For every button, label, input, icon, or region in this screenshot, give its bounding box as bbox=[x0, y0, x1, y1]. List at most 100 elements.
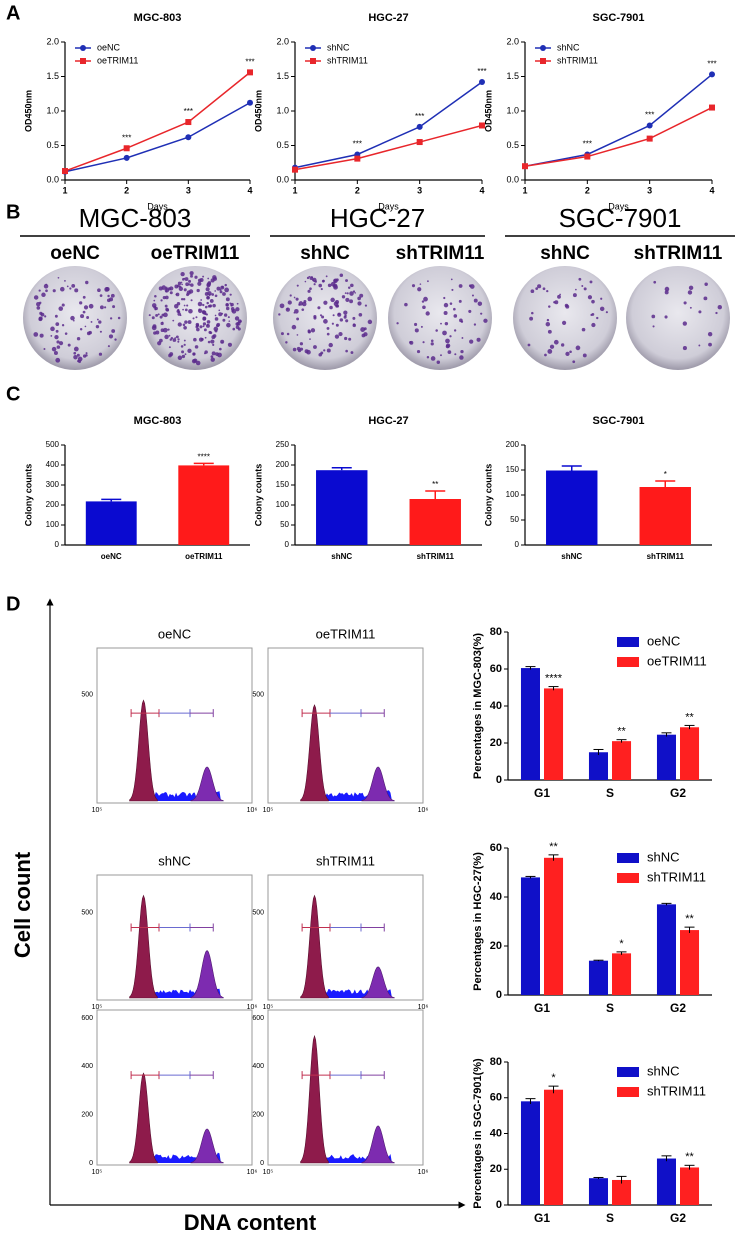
bar bbox=[612, 741, 632, 780]
colony bbox=[109, 297, 114, 302]
x-tick-label: G2 bbox=[670, 1211, 686, 1225]
colony bbox=[73, 346, 79, 352]
colony bbox=[345, 297, 350, 302]
colony bbox=[334, 334, 340, 339]
histogram-frame bbox=[96, 647, 253, 804]
y-tick-label: 0.0 bbox=[276, 174, 289, 184]
bar bbox=[656, 904, 676, 995]
colony bbox=[450, 278, 453, 281]
colony bbox=[214, 317, 219, 321]
y-tick-label: 1.5 bbox=[46, 71, 59, 81]
colony bbox=[207, 291, 212, 296]
annotation: ** bbox=[617, 726, 626, 738]
colony bbox=[451, 288, 454, 291]
colony bbox=[307, 329, 311, 333]
colony bbox=[223, 313, 228, 317]
bar bbox=[546, 470, 598, 545]
histogram-y-tick-label: 600 bbox=[252, 1015, 264, 1022]
histogram-g2 bbox=[190, 766, 224, 802]
legend-swatch bbox=[617, 853, 639, 863]
colony bbox=[41, 292, 46, 298]
colony bbox=[313, 283, 316, 286]
legend-swatch bbox=[617, 657, 639, 667]
colony bbox=[207, 277, 210, 280]
colony bbox=[184, 353, 187, 356]
colony bbox=[85, 354, 88, 357]
annotation: *** bbox=[122, 133, 131, 142]
x-tick-label: oeNC bbox=[101, 552, 122, 561]
colony bbox=[191, 358, 197, 364]
colony bbox=[209, 299, 214, 303]
colony bbox=[278, 313, 281, 316]
colony bbox=[453, 314, 458, 318]
colony bbox=[359, 293, 364, 298]
colony bbox=[200, 337, 204, 341]
colony bbox=[477, 301, 483, 306]
annotation: *** bbox=[415, 112, 424, 121]
colony bbox=[425, 311, 430, 316]
colony bbox=[581, 327, 586, 332]
colony bbox=[202, 325, 205, 328]
colony bbox=[589, 280, 593, 284]
colony bbox=[548, 305, 551, 308]
bar bbox=[544, 688, 564, 780]
histogram-title: oeTRIM11 bbox=[316, 626, 376, 641]
colony bbox=[88, 303, 94, 309]
colony bbox=[323, 319, 328, 324]
x-tick-label: 3 bbox=[186, 185, 191, 195]
colony bbox=[345, 279, 348, 283]
colony bbox=[176, 309, 180, 313]
colony bbox=[421, 300, 425, 303]
bar bbox=[588, 1178, 608, 1205]
colony bbox=[296, 317, 300, 321]
colony bbox=[148, 314, 151, 317]
colony bbox=[430, 342, 434, 346]
colony bbox=[575, 288, 577, 291]
y-tick-label: 2.0 bbox=[276, 36, 289, 46]
bar bbox=[85, 501, 137, 545]
colony bbox=[168, 334, 171, 337]
colony bbox=[44, 315, 47, 318]
colony bbox=[85, 352, 88, 355]
bar bbox=[680, 1167, 700, 1205]
colony bbox=[199, 325, 203, 329]
y-tick-label: 40 bbox=[490, 700, 502, 712]
colony bbox=[38, 289, 41, 292]
colony bbox=[210, 339, 215, 344]
series-line bbox=[524, 73, 713, 167]
colony bbox=[352, 316, 356, 320]
chart-title: HGC-27 bbox=[368, 12, 408, 24]
colony bbox=[196, 327, 200, 332]
colony bbox=[73, 351, 77, 355]
colony bbox=[197, 301, 203, 307]
colony bbox=[155, 313, 159, 317]
colony bbox=[76, 353, 80, 357]
colony bbox=[343, 315, 347, 319]
colony bbox=[202, 316, 207, 321]
point bbox=[185, 134, 192, 141]
colony bbox=[195, 316, 198, 319]
y-tick-label: 2.0 bbox=[46, 36, 59, 46]
colony bbox=[664, 286, 670, 292]
colony bbox=[427, 280, 429, 283]
colony bbox=[228, 320, 231, 322]
colony bbox=[554, 300, 559, 305]
colony bbox=[227, 342, 233, 347]
colony bbox=[483, 318, 488, 323]
histogram-x-tick-label: 10⁵ bbox=[92, 807, 103, 814]
colony bbox=[99, 330, 102, 333]
colony bbox=[599, 306, 605, 312]
point bbox=[479, 79, 485, 86]
y-tick-label: 0 bbox=[285, 540, 290, 549]
x-tick-label: 1 bbox=[292, 185, 297, 195]
colony bbox=[67, 343, 71, 347]
colony bbox=[212, 343, 215, 346]
colony bbox=[565, 304, 570, 309]
colony bbox=[96, 318, 99, 321]
colony bbox=[360, 327, 366, 332]
colony bbox=[339, 318, 344, 322]
colony bbox=[187, 348, 192, 353]
colony bbox=[445, 338, 450, 344]
x-tick-label: 2 bbox=[355, 185, 360, 195]
colony bbox=[194, 345, 199, 349]
